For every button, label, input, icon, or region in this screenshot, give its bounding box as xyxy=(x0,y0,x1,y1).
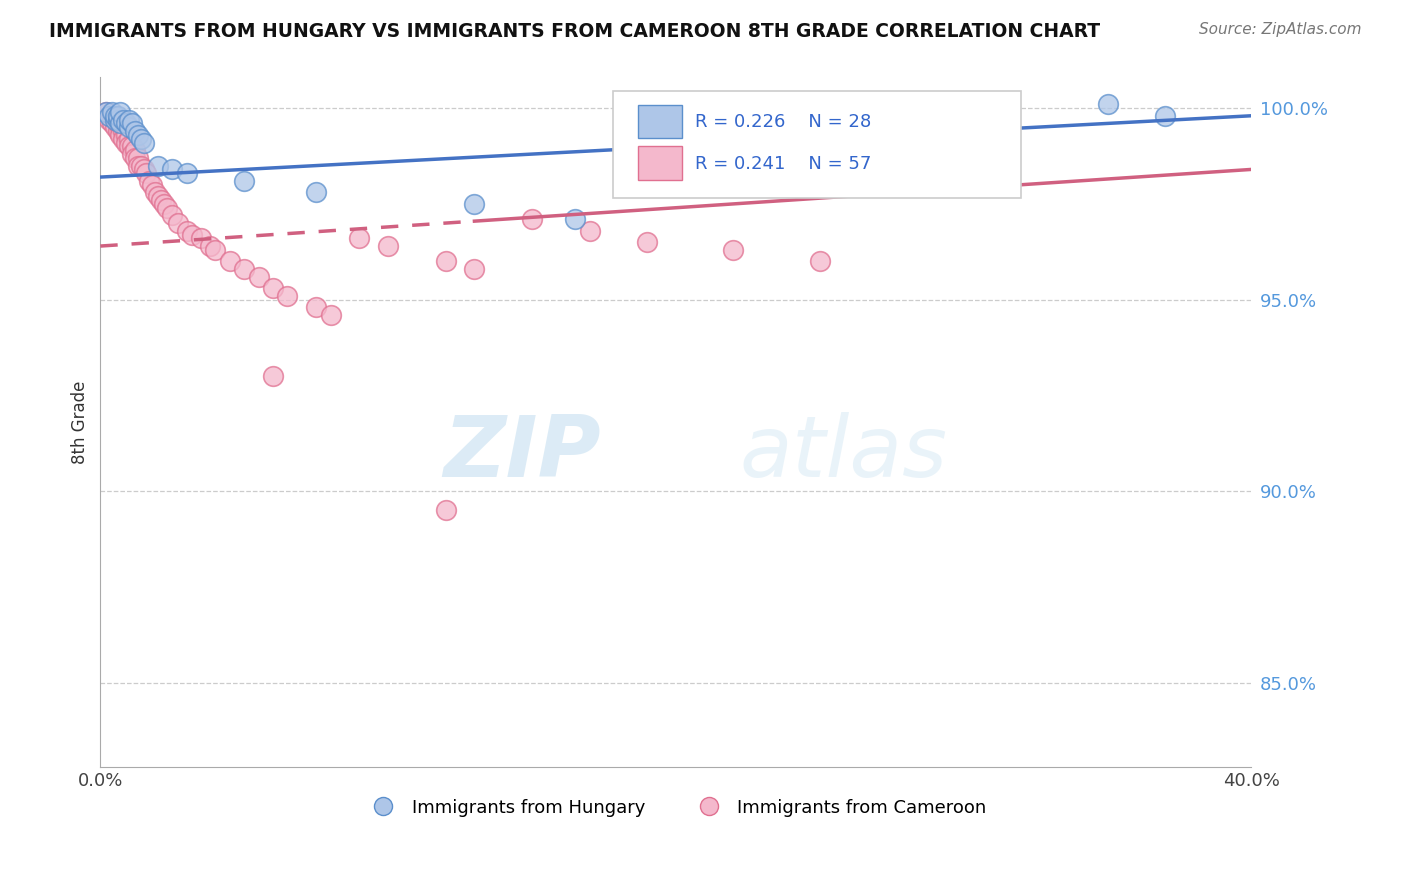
Point xyxy=(127,151,149,165)
Point xyxy=(636,235,658,250)
Point xyxy=(98,109,121,123)
Point xyxy=(181,227,204,242)
Point xyxy=(146,159,169,173)
Point xyxy=(463,262,485,277)
Point xyxy=(115,128,138,142)
Point xyxy=(110,116,132,130)
Point xyxy=(146,189,169,203)
Point xyxy=(143,186,166,200)
Point xyxy=(115,136,138,150)
Point xyxy=(107,109,129,123)
Point xyxy=(107,124,129,138)
Point xyxy=(141,178,163,192)
Point xyxy=(104,112,127,127)
Point xyxy=(138,174,160,188)
Text: R = 0.241    N = 57: R = 0.241 N = 57 xyxy=(696,154,872,173)
Legend: Immigrants from Hungary, Immigrants from Cameroon: Immigrants from Hungary, Immigrants from… xyxy=(357,791,994,824)
Point xyxy=(723,243,745,257)
Point xyxy=(101,104,124,119)
Point xyxy=(578,224,600,238)
Point xyxy=(94,104,117,119)
Text: atlas: atlas xyxy=(740,412,948,495)
FancyBboxPatch shape xyxy=(613,91,1021,198)
Point xyxy=(377,239,399,253)
Point xyxy=(107,116,129,130)
Point xyxy=(198,239,221,253)
Point xyxy=(118,132,141,146)
Point xyxy=(176,224,198,238)
Point xyxy=(110,120,132,135)
Point xyxy=(233,174,256,188)
Point xyxy=(262,281,284,295)
Point xyxy=(118,139,141,153)
Point xyxy=(132,136,155,150)
Point xyxy=(190,231,212,245)
Point xyxy=(121,116,143,130)
Point xyxy=(463,197,485,211)
Point xyxy=(94,104,117,119)
Point xyxy=(112,132,135,146)
Point xyxy=(162,162,184,177)
Text: R = 0.226    N = 28: R = 0.226 N = 28 xyxy=(696,112,872,130)
Point xyxy=(152,197,174,211)
Point xyxy=(808,254,831,268)
Text: ZIP: ZIP xyxy=(443,412,600,495)
Point xyxy=(104,112,127,127)
Point xyxy=(233,262,256,277)
Point xyxy=(101,116,124,130)
Point xyxy=(129,132,152,146)
Point xyxy=(135,166,157,180)
Point xyxy=(167,216,190,230)
Point xyxy=(276,289,298,303)
Point xyxy=(204,243,226,257)
Bar xyxy=(638,105,682,138)
Point xyxy=(305,301,328,315)
Point xyxy=(149,193,172,207)
Point xyxy=(112,112,135,127)
Point xyxy=(723,162,745,177)
Point xyxy=(127,128,149,142)
Y-axis label: 8th Grade: 8th Grade xyxy=(72,381,89,464)
Point xyxy=(129,159,152,173)
Text: Source: ZipAtlas.com: Source: ZipAtlas.com xyxy=(1198,22,1361,37)
Point xyxy=(520,212,543,227)
Point xyxy=(132,162,155,177)
Point xyxy=(305,186,328,200)
Point xyxy=(262,369,284,384)
Point xyxy=(110,104,132,119)
Bar xyxy=(638,146,682,179)
Point xyxy=(176,166,198,180)
Point xyxy=(121,139,143,153)
Point xyxy=(121,147,143,161)
Point xyxy=(98,112,121,127)
Point xyxy=(115,116,138,130)
Point xyxy=(564,212,586,227)
Point xyxy=(155,201,177,215)
Text: IMMIGRANTS FROM HUNGARY VS IMMIGRANTS FROM CAMEROON 8TH GRADE CORRELATION CHART: IMMIGRANTS FROM HUNGARY VS IMMIGRANTS FR… xyxy=(49,22,1101,41)
Point xyxy=(1154,109,1177,123)
Point xyxy=(107,112,129,127)
Point xyxy=(434,503,457,517)
Point xyxy=(1097,97,1119,112)
Point xyxy=(434,254,457,268)
Point xyxy=(112,124,135,138)
Point xyxy=(101,109,124,123)
Point xyxy=(124,151,146,165)
Point xyxy=(162,208,184,222)
Point xyxy=(247,269,270,284)
Point xyxy=(118,112,141,127)
Point xyxy=(104,109,127,123)
Point xyxy=(104,120,127,135)
Point xyxy=(110,128,132,142)
Point xyxy=(124,143,146,157)
Point xyxy=(319,308,342,322)
Point xyxy=(118,120,141,135)
Point xyxy=(124,124,146,138)
Point xyxy=(349,231,371,245)
Point xyxy=(218,254,240,268)
Point xyxy=(127,159,149,173)
